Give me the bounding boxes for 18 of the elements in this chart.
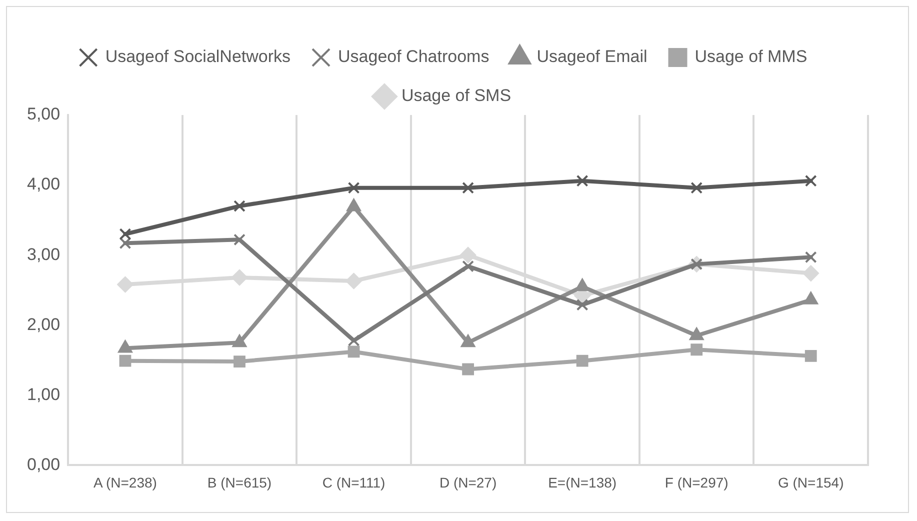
y-tick-label: 2,00 xyxy=(26,314,60,334)
legend-label: Usageof Email xyxy=(536,47,648,66)
x-tick-label: F (N=297) xyxy=(664,474,728,490)
x-tick-label: B (N=615) xyxy=(207,474,272,490)
y-tick-label: 5,00 xyxy=(26,104,60,124)
legend-label: Usageof Chatrooms xyxy=(338,47,490,66)
x-tick-label: C (N=111) xyxy=(322,474,386,490)
legend-label: Usage of SMS xyxy=(401,86,512,106)
y-tick-label: 4,00 xyxy=(26,174,60,194)
y-tick-label: 3,00 xyxy=(26,244,60,264)
legend-label: Usage of MMS xyxy=(694,47,808,66)
x-tick-label: E=(N=138) xyxy=(548,474,617,490)
y-tick-label: 0,00 xyxy=(26,454,60,474)
x-tick-label: G (N=154) xyxy=(778,474,844,490)
x-tick-label: A (N=238) xyxy=(94,474,157,490)
x-tick-label: D (N=27) xyxy=(439,474,497,490)
legend-label: Usageof SocialNetworks xyxy=(105,47,291,66)
y-tick-label: 1,00 xyxy=(26,384,60,404)
